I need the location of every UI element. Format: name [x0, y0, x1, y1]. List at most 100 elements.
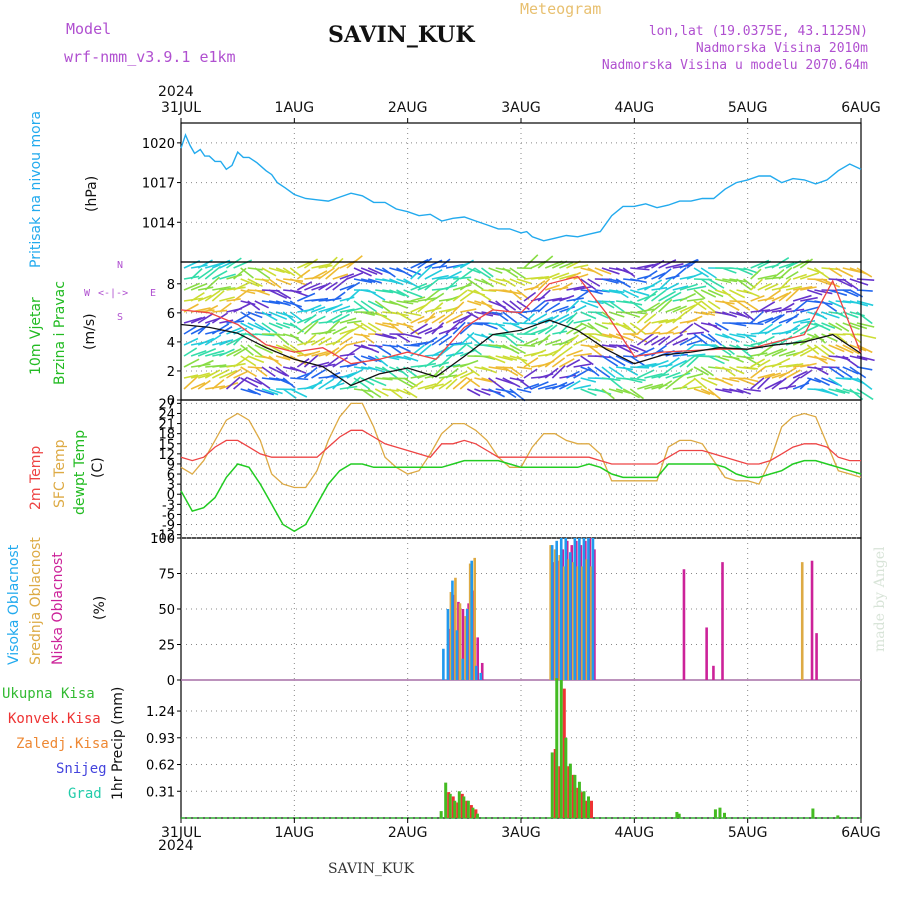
wind-barb	[601, 267, 620, 275]
wind-barb	[389, 300, 409, 309]
wind-barb	[466, 278, 484, 291]
wind-barb	[303, 334, 317, 346]
wind-barb	[615, 289, 629, 299]
wind-barb	[488, 278, 507, 287]
wind-barb	[842, 322, 860, 330]
wind-barb	[665, 282, 680, 291]
cloud-bar	[579, 545, 583, 680]
precip-bar	[456, 802, 460, 818]
wind-barb	[686, 259, 699, 269]
wind-barb	[842, 278, 859, 290]
wind-barb	[566, 370, 580, 379]
wind-barb	[580, 300, 599, 309]
wind-barb	[204, 334, 222, 346]
model-label: Model	[66, 20, 112, 38]
wind-barb	[303, 354, 319, 368]
wind-barb	[835, 333, 848, 345]
wind-barb	[785, 369, 801, 379]
wind-barb	[438, 379, 453, 390]
wind-barb	[424, 336, 438, 346]
wind-barb	[686, 300, 703, 313]
lonlat-label: lon,lat (19.0375E, 43.1125N)	[648, 24, 868, 39]
wind-barb	[622, 289, 640, 299]
precip-bar	[559, 680, 563, 818]
wind-barb	[211, 290, 225, 302]
wind-barb	[785, 376, 801, 390]
wind-barb	[849, 344, 867, 352]
y-tick-label: 50	[158, 603, 175, 618]
wind-barb	[757, 323, 774, 335]
wind-barb	[622, 267, 636, 278]
wind-barb	[289, 388, 308, 398]
wind-barb	[849, 366, 867, 379]
compass-cross-icon: <-|->	[98, 288, 129, 299]
wind-barb	[544, 302, 561, 313]
wind-barb	[559, 261, 574, 269]
wind-barb	[551, 343, 567, 357]
wind-barb	[445, 367, 459, 379]
wind-barb	[799, 345, 819, 357]
wind-barb	[410, 315, 425, 324]
wind-barb	[757, 317, 774, 324]
precip-bar	[558, 766, 562, 818]
wind-barb	[417, 257, 433, 269]
wind-barb	[750, 377, 765, 390]
wind-barb	[205, 349, 225, 357]
precip-bar	[718, 807, 722, 818]
wind-barb	[601, 344, 617, 349]
wind-barb	[367, 300, 384, 309]
wind-barb	[360, 344, 380, 354]
wind-barb	[700, 289, 717, 298]
wind-barb	[353, 300, 369, 313]
precip-bar	[577, 781, 581, 818]
wind-barb	[183, 316, 203, 324]
wind-barb	[587, 333, 601, 342]
wind-barb	[424, 325, 444, 335]
wind-barb	[551, 357, 566, 368]
precip-bar	[811, 808, 815, 818]
wind-barb	[289, 344, 305, 356]
wind-barb	[566, 380, 581, 390]
y-tick-label: 12	[158, 448, 175, 463]
wind-barb	[275, 267, 291, 275]
wind-barb	[523, 326, 538, 335]
wind-barb	[693, 289, 706, 300]
wind-barb	[594, 322, 609, 330]
wind-barb	[700, 366, 715, 377]
wind-barb	[240, 289, 256, 295]
wind-barb	[608, 377, 623, 390]
wind-barb	[792, 346, 812, 357]
wind-barb	[771, 357, 791, 368]
wind-barb	[438, 353, 455, 368]
wind-barb	[183, 358, 200, 368]
wind-barb	[311, 369, 327, 379]
wind-barb	[835, 267, 854, 278]
wind-barb	[396, 311, 412, 322]
wind-barb	[388, 344, 402, 354]
wind-barb	[289, 289, 310, 298]
wind-barb	[608, 366, 625, 378]
wind-barb	[466, 366, 480, 377]
wind-barb	[715, 278, 732, 284]
wind-barb	[764, 380, 783, 390]
precip-legend-freezing: Zaledj.Kisa	[16, 736, 109, 752]
y-tick-label: 21	[158, 418, 175, 433]
wind-barb	[452, 376, 468, 390]
wind-barb	[665, 357, 680, 368]
wind-barb	[282, 377, 296, 389]
wind-barb	[247, 278, 263, 288]
wind-barb	[509, 300, 522, 311]
wind-barb	[573, 273, 589, 280]
precip-bar	[457, 791, 461, 818]
wind-barb	[679, 335, 697, 346]
wind-barb	[665, 377, 681, 390]
wind-barb	[332, 333, 348, 346]
wind-barb	[750, 278, 763, 291]
wind-barb	[332, 378, 344, 390]
precip-bar	[713, 809, 717, 818]
wind-barb	[481, 322, 498, 330]
wind-barb	[743, 267, 759, 274]
wind-barb	[615, 388, 631, 394]
cloud-bar	[454, 577, 457, 680]
